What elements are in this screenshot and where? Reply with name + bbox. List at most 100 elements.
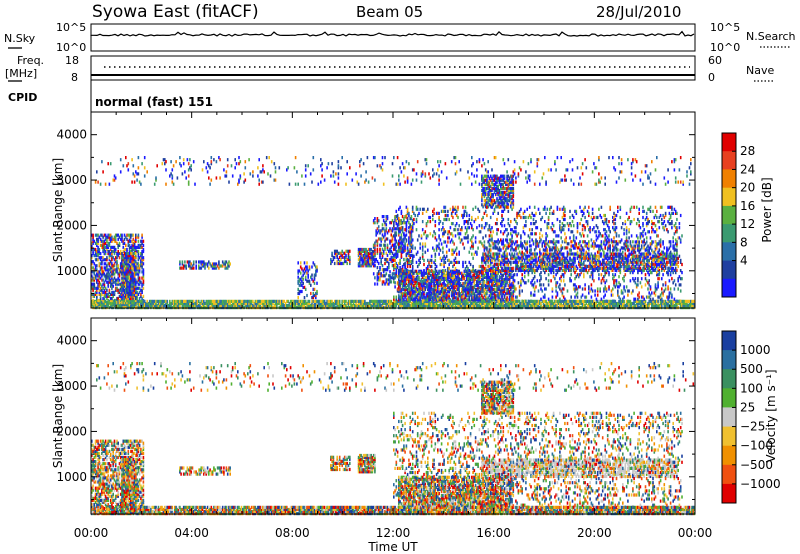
data-cell bbox=[418, 301, 420, 306]
data-cell bbox=[265, 301, 268, 306]
data-cell bbox=[93, 254, 96, 258]
data-cell bbox=[111, 284, 113, 288]
data-cell bbox=[137, 299, 140, 303]
data-cell bbox=[486, 301, 488, 306]
data-cell bbox=[185, 303, 187, 308]
data-cell bbox=[466, 301, 468, 306]
data-cell bbox=[103, 239, 106, 243]
data-cell bbox=[428, 303, 430, 308]
data-cell bbox=[211, 301, 214, 306]
data-cell bbox=[487, 303, 489, 308]
data-cell bbox=[97, 258, 99, 262]
data-cell bbox=[101, 292, 103, 296]
data-cell bbox=[192, 266, 195, 270]
data-cell bbox=[142, 301, 145, 306]
data-cell bbox=[657, 303, 659, 308]
data-cell bbox=[116, 266, 118, 270]
data-cell bbox=[331, 303, 333, 308]
data-cell bbox=[146, 303, 148, 308]
data-cell bbox=[111, 298, 113, 303]
data-cell bbox=[215, 301, 218, 306]
data-cell bbox=[130, 235, 132, 239]
data-cell bbox=[374, 221, 376, 225]
data-cell bbox=[98, 301, 101, 305]
data-cell bbox=[98, 288, 101, 292]
data-cell bbox=[389, 301, 391, 306]
data-cell bbox=[248, 299, 250, 303]
data-cell bbox=[99, 276, 102, 280]
data-cell bbox=[604, 299, 606, 303]
data-cell bbox=[116, 301, 118, 305]
data-cell bbox=[625, 303, 628, 308]
data-cell bbox=[388, 303, 390, 308]
data-cell bbox=[396, 301, 399, 306]
data-cell bbox=[318, 301, 321, 306]
data-cell bbox=[317, 301, 320, 306]
data-cell bbox=[521, 303, 523, 308]
data-cell bbox=[187, 303, 190, 308]
data-cell bbox=[94, 290, 97, 294]
data-cell bbox=[97, 241, 99, 245]
data-cell bbox=[103, 247, 106, 252]
data-cell bbox=[458, 301, 460, 306]
data-cell bbox=[116, 252, 118, 256]
data-cell bbox=[413, 303, 415, 308]
data-cell bbox=[164, 303, 166, 308]
data-cell bbox=[601, 299, 604, 303]
data-cell bbox=[218, 301, 220, 306]
data-cell bbox=[103, 301, 106, 306]
data-cell bbox=[293, 301, 296, 306]
data-cell bbox=[462, 301, 464, 306]
data-cell bbox=[381, 303, 384, 308]
data-cell bbox=[96, 305, 98, 309]
data-cell bbox=[103, 284, 106, 288]
data-cell bbox=[544, 299, 546, 303]
freq-tick-top: 18 bbox=[65, 54, 79, 67]
data-cell bbox=[142, 243, 145, 247]
data-cell bbox=[138, 290, 141, 294]
data-cell bbox=[384, 299, 386, 303]
data-cell bbox=[111, 296, 113, 301]
data-cell bbox=[153, 299, 156, 303]
data-cell bbox=[123, 237, 126, 241]
data-cell bbox=[91, 282, 93, 286]
data-cell bbox=[333, 261, 336, 266]
data-cell bbox=[272, 301, 274, 306]
data-cell bbox=[316, 289, 318, 294]
data-cell bbox=[98, 270, 101, 274]
data-cell bbox=[544, 303, 546, 308]
data-cell bbox=[356, 299, 359, 303]
data-cell bbox=[299, 299, 302, 303]
data-cell bbox=[501, 303, 503, 308]
data-cell bbox=[111, 256, 113, 260]
data-cell bbox=[535, 299, 537, 303]
data-cell bbox=[245, 303, 248, 308]
data-cell bbox=[233, 303, 235, 308]
data-cell bbox=[138, 282, 141, 286]
data-cell bbox=[596, 303, 599, 308]
data-cell bbox=[135, 237, 137, 241]
data-cell bbox=[192, 260, 195, 264]
data-cell bbox=[589, 299, 591, 303]
nsearch-tick-top: 10^5 bbox=[710, 21, 740, 34]
data-cell bbox=[364, 301, 366, 306]
data-cell bbox=[518, 299, 521, 303]
data-cell bbox=[603, 299, 605, 303]
data-cell bbox=[683, 299, 686, 303]
data-cell bbox=[113, 280, 116, 284]
data-cell bbox=[160, 301, 162, 306]
data-cell bbox=[559, 299, 561, 303]
data-cell bbox=[122, 249, 125, 254]
data-cell bbox=[118, 278, 121, 282]
data-cell bbox=[113, 298, 116, 303]
data-cell bbox=[374, 301, 376, 306]
data-cell bbox=[279, 299, 282, 303]
data-cell bbox=[584, 303, 586, 308]
data-cell bbox=[102, 256, 104, 260]
data-cell bbox=[176, 301, 179, 306]
data-cell bbox=[520, 303, 522, 308]
data-cell bbox=[502, 303, 505, 308]
data-cell bbox=[682, 301, 684, 306]
data-cell bbox=[308, 301, 311, 306]
data-cell bbox=[267, 303, 269, 308]
